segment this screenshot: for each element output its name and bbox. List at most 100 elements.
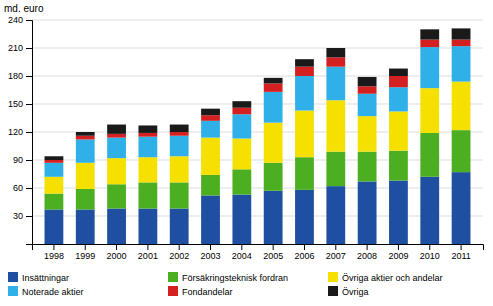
bar xyxy=(232,169,251,194)
x-tick-label: 2000 xyxy=(107,251,127,261)
x-tick-mark xyxy=(241,244,242,250)
legend-item: Övriga aktier och andelar xyxy=(328,272,443,283)
bar xyxy=(45,177,64,194)
x-tick-label: 1998 xyxy=(44,251,64,261)
legend-label: Noterade aktier xyxy=(22,287,84,297)
x-axis: 1998199920002001200220032004200520062007… xyxy=(33,244,484,261)
bar xyxy=(201,175,220,196)
x-tick-label: 2001 xyxy=(138,251,158,261)
bar xyxy=(389,181,408,244)
bar xyxy=(76,132,95,136)
x-tick-mark xyxy=(398,244,399,250)
x-tick-label: 1999 xyxy=(75,251,95,261)
bar xyxy=(295,111,314,158)
x-tick-label: 2006 xyxy=(294,251,314,261)
y-tick-mark xyxy=(26,104,32,105)
x-tick: 2005 xyxy=(263,244,283,261)
grid xyxy=(32,20,483,216)
x-tick: 2000 xyxy=(107,244,127,261)
bar xyxy=(452,28,471,39)
x-tick-label: 2005 xyxy=(263,251,283,261)
bar xyxy=(264,78,283,84)
x-tick-label: 2002 xyxy=(169,251,189,261)
bar xyxy=(452,40,471,47)
x-tick-label: 2004 xyxy=(232,251,252,261)
x-tick: 2011 xyxy=(451,244,470,261)
bar xyxy=(358,116,377,151)
legend-item: Noterade aktier xyxy=(8,286,84,297)
bar xyxy=(76,189,95,210)
y-tick-mark xyxy=(26,76,32,77)
grid-line xyxy=(32,188,483,189)
bar xyxy=(358,181,377,244)
x-tick-label: 2007 xyxy=(326,251,346,261)
y-tick: 30 xyxy=(13,211,32,221)
bar xyxy=(170,136,189,157)
bar xyxy=(201,109,220,116)
bar xyxy=(264,191,283,244)
bar xyxy=(420,40,439,47)
bar xyxy=(138,125,157,132)
y-tick: 90 xyxy=(13,155,32,165)
x-tick-label: 2010 xyxy=(420,251,440,261)
y-tick-label: 60 xyxy=(13,183,23,193)
bar xyxy=(326,100,345,151)
bar xyxy=(389,87,408,111)
legend-swatch xyxy=(168,286,178,296)
bar xyxy=(201,138,220,175)
bar xyxy=(264,163,283,191)
bar xyxy=(138,182,157,208)
bar xyxy=(358,77,377,86)
bar xyxy=(107,184,126,208)
bar xyxy=(201,115,220,121)
bar xyxy=(264,92,283,123)
x-tick-mark xyxy=(147,244,148,250)
legend-swatch xyxy=(8,286,18,296)
bar xyxy=(452,46,471,81)
bar xyxy=(45,163,64,177)
bar xyxy=(170,125,189,132)
y-axis-label: md. euro xyxy=(4,3,44,14)
bar xyxy=(45,160,64,163)
y-tick-label: 210 xyxy=(8,43,23,53)
legend-label: Övriga xyxy=(342,287,369,297)
series xyxy=(45,82,471,194)
bar xyxy=(358,94,377,116)
y-tick: 60 xyxy=(13,183,32,193)
y-tick-mark xyxy=(26,216,32,217)
bar xyxy=(389,76,408,87)
grid-line xyxy=(32,104,483,105)
x-tick: 2002 xyxy=(169,244,189,261)
grid-line xyxy=(32,216,483,217)
y-tick: 210 xyxy=(8,43,32,53)
x-axis-line xyxy=(33,245,484,251)
bar xyxy=(232,108,251,115)
bar xyxy=(138,209,157,244)
bar xyxy=(170,182,189,208)
x-tick-mark xyxy=(461,244,462,250)
bar xyxy=(138,133,157,137)
bar xyxy=(138,137,157,158)
legend-label: Försäkringsteknisk fordran xyxy=(182,273,288,283)
y-tick: 120 xyxy=(8,127,32,137)
y-tick-label: 150 xyxy=(8,99,23,109)
bar xyxy=(358,86,377,93)
x-tick: 1998 xyxy=(44,244,64,261)
y-tick: 180 xyxy=(8,71,32,81)
x-tick-mark xyxy=(335,244,336,250)
legend-item: Fondandelar xyxy=(168,286,233,297)
bar xyxy=(326,186,345,244)
y-tick-label: 120 xyxy=(8,127,23,137)
bar xyxy=(452,172,471,244)
y-tick-mark xyxy=(26,188,32,189)
y-axis-line xyxy=(26,21,33,245)
bar xyxy=(420,47,439,88)
x-tick: 1999 xyxy=(75,244,95,261)
bar xyxy=(45,156,64,160)
bar xyxy=(201,121,220,138)
legend-label: Insättningar xyxy=(22,273,69,283)
bar xyxy=(420,177,439,244)
y-tick-label: 240 xyxy=(8,15,23,25)
y-tick-label: 180 xyxy=(8,71,23,81)
grid-line xyxy=(32,132,483,133)
